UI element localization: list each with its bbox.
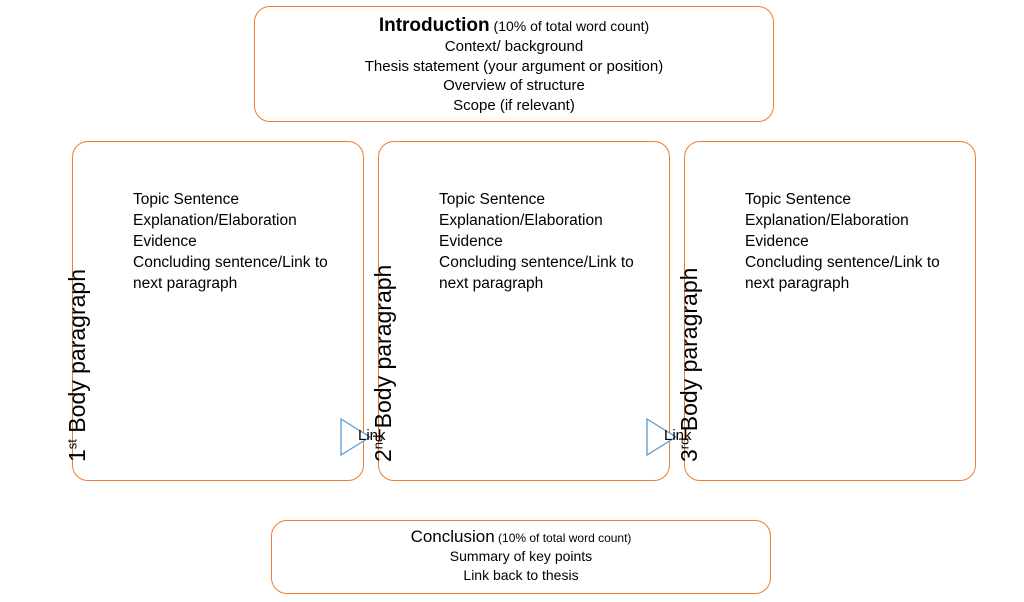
body-paragraph-1-label: 1st Body paragraph <box>64 269 91 462</box>
body-paragraph-3-box: 3rd Body paragraph Topic Sentence Explan… <box>684 141 976 481</box>
body-content-line: Concluding sentence/Link to next paragra… <box>439 253 655 295</box>
link-arrow-2: Link <box>646 418 702 456</box>
ordinal-number: 1 <box>64 449 90 462</box>
body-paragraph-2-box: 2nd Body paragraph Topic Sentence Explan… <box>378 141 670 481</box>
body-paragraph-1-box: 1st Body paragraph Topic Sentence Explan… <box>72 141 364 481</box>
link-arrow-1: Link <box>340 418 396 456</box>
introduction-line: Scope (if relevant) <box>255 96 773 116</box>
body-content-line: Topic Sentence <box>133 190 349 211</box>
body-content-line: Explanation/Elaboration <box>133 211 349 232</box>
link-arrow-label: Link <box>358 427 386 444</box>
body-content-line: Evidence <box>439 232 655 253</box>
body-content-line: Evidence <box>133 232 349 253</box>
label-rest: Body paragraph <box>64 269 90 439</box>
body-content-line: Topic Sentence <box>745 190 961 211</box>
introduction-box: Introduction (10% of total word count) C… <box>254 6 774 122</box>
body-content-line: Concluding sentence/Link to next paragra… <box>133 253 349 295</box>
body-content-line: Explanation/Elaboration <box>439 211 655 232</box>
body-content-line: Evidence <box>745 232 961 253</box>
introduction-subtitle: (10% of total word count) <box>490 18 650 34</box>
introduction-line: Context/ background <box>255 37 773 57</box>
body-content-line: Topic Sentence <box>439 190 655 211</box>
conclusion-title: Conclusion <box>411 527 495 546</box>
conclusion-line: Link back to thesis <box>272 566 770 585</box>
body-content-line: Concluding sentence/Link to next paragra… <box>745 253 961 295</box>
body-paragraph-2-content: Topic Sentence Explanation/Elaboration E… <box>439 190 655 295</box>
conclusion-box: Conclusion (10% of total word count) Sum… <box>271 520 771 594</box>
conclusion-line: Summary of key points <box>272 547 770 566</box>
label-rest: Body paragraph <box>370 265 396 435</box>
introduction-line: Overview of structure <box>255 76 773 96</box>
conclusion-subtitle: (10% of total word count) <box>495 531 632 545</box>
link-arrow-label: Link <box>664 427 692 444</box>
introduction-line: Thesis statement (your argument or posit… <box>255 57 773 77</box>
body-content-line: Explanation/Elaboration <box>745 211 961 232</box>
conclusion-heading: Conclusion (10% of total word count) <box>272 527 770 547</box>
ordinal-suffix: st <box>64 439 79 449</box>
body-paragraph-3-content: Topic Sentence Explanation/Elaboration E… <box>745 190 961 295</box>
introduction-heading: Introduction (10% of total word count) <box>255 15 773 37</box>
label-rest: Body paragraph <box>676 268 702 438</box>
introduction-title: Introduction <box>379 15 490 36</box>
body-paragraph-1-content: Topic Sentence Explanation/Elaboration E… <box>133 190 349 295</box>
